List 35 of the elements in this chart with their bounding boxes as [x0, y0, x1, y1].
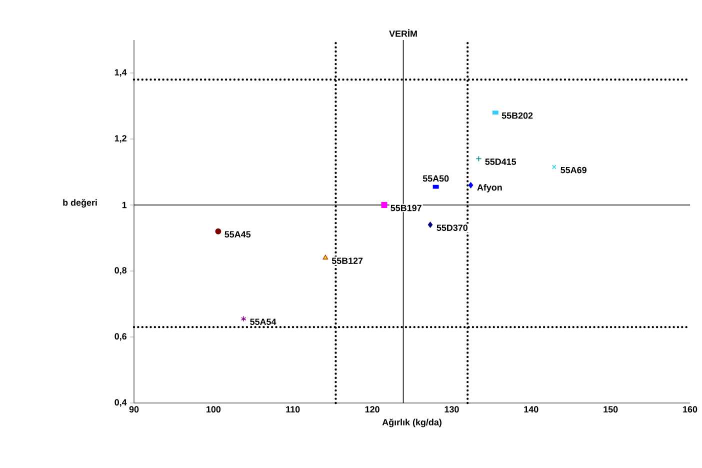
- point: [476, 156, 482, 162]
- point: [468, 182, 474, 188]
- point: [428, 222, 433, 228]
- point: [322, 254, 328, 260]
- x-axis-title: Ağırlık (kg/da): [382, 418, 442, 428]
- y-tick-label: 0,6: [114, 333, 126, 341]
- y-tick-label: 0,4: [114, 399, 127, 407]
- series-label: 55B127: [332, 258, 363, 264]
- point: [381, 202, 388, 208]
- x-tick-label: 100: [206, 406, 221, 413]
- series-label: 55A54: [250, 318, 276, 325]
- x-tick-label: 140: [524, 406, 538, 413]
- point: [240, 316, 246, 322]
- series-label: 55A69: [560, 166, 586, 174]
- ref-line-label: VERİM: [389, 29, 417, 37]
- series-label: 55B202: [502, 112, 533, 119]
- x-tick-label: 110: [286, 406, 300, 413]
- series-label: 55A50: [422, 175, 449, 182]
- y-axis-title: b değeri: [63, 199, 97, 208]
- x-tick-label: 160: [683, 406, 698, 413]
- series-label: 55A45: [224, 231, 251, 238]
- y-tick-label: 0,8: [114, 267, 127, 275]
- y-tick-label: 1,4: [114, 69, 127, 77]
- y-tick-label: 1,2: [114, 135, 126, 143]
- point: [552, 164, 556, 170]
- x-tick-label: 130: [444, 406, 459, 413]
- y-tick-label: 1: [122, 202, 127, 208]
- x-tick-label: 120: [365, 406, 380, 413]
- point: [215, 228, 222, 234]
- series-label: 55D415: [485, 158, 516, 165]
- x-tick-label: 150: [604, 406, 618, 413]
- series-label: Afyon: [477, 184, 502, 192]
- series-label: 55B197: [390, 204, 422, 212]
- series-label: 55D370: [436, 224, 468, 231]
- x-tick-label: 90: [129, 406, 139, 413]
